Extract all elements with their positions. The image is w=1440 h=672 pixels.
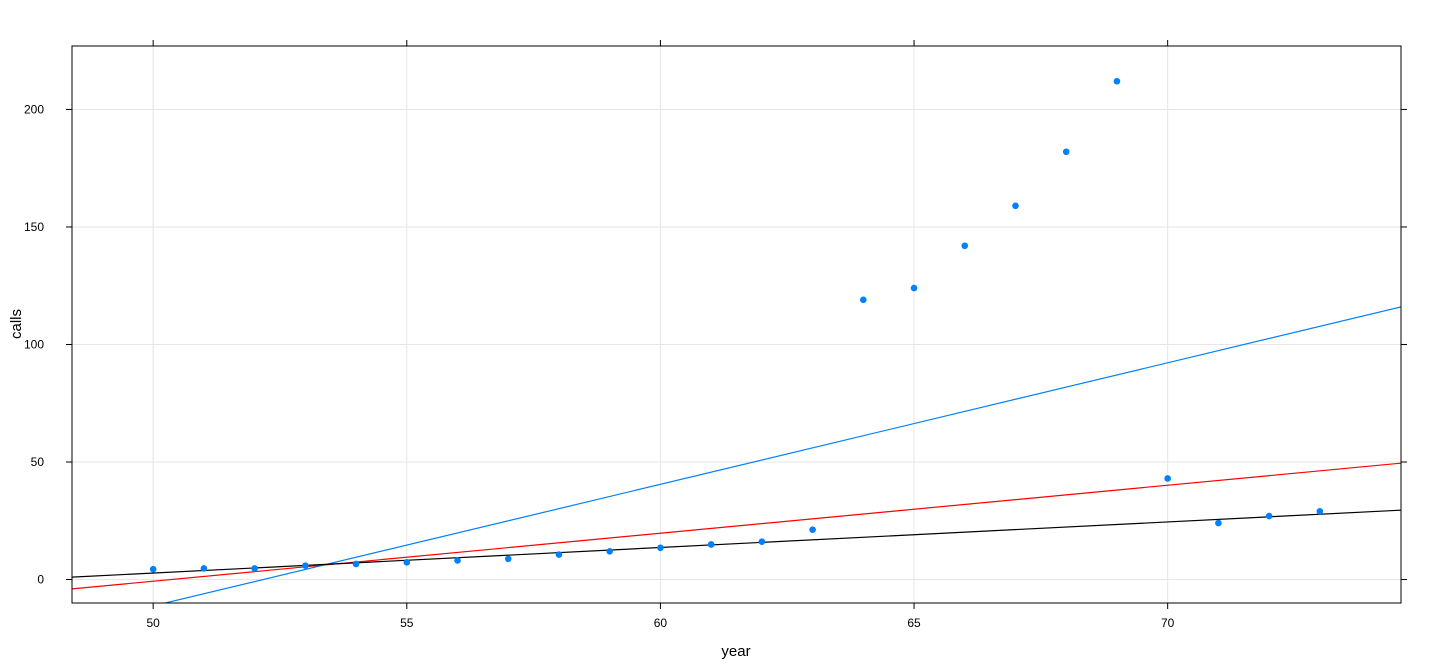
y-tick-label: 200 (24, 102, 44, 116)
y-tick-label: 50 (31, 455, 45, 469)
fit-lines (72, 306, 1401, 603)
grid (72, 46, 1401, 603)
x-tick-label: 60 (654, 616, 668, 630)
x-tick-label: 65 (907, 616, 921, 630)
x-axis-label: year (721, 643, 750, 660)
plot-frame (71, 45, 1402, 604)
x-tick-label: 70 (1161, 616, 1175, 630)
y-tick-label: 0 (37, 572, 44, 586)
data-point (961, 242, 969, 250)
data-point (403, 559, 411, 566)
data-point (1265, 512, 1273, 520)
data-point (1164, 475, 1171, 482)
data-point (251, 565, 258, 572)
data-point (1113, 77, 1121, 85)
data-point (657, 544, 664, 552)
fit-line (72, 462, 1401, 590)
y-axis-label: calls (8, 309, 25, 339)
axis-ticks (66, 40, 1407, 609)
data-point (454, 557, 461, 564)
data-point (606, 547, 613, 555)
x-tick-label: 50 (146, 616, 160, 630)
data-point (200, 565, 208, 572)
data-point (1316, 508, 1324, 515)
data-point (860, 296, 867, 304)
data-point (809, 526, 816, 533)
data-point (302, 562, 309, 569)
tick-labels: 50 55 60 65 70 0 50 100 150 200 (24, 102, 1175, 630)
data-point (758, 538, 766, 545)
data-point (504, 555, 512, 563)
data-point (707, 541, 715, 548)
data-point (1062, 148, 1070, 156)
data-point (149, 565, 157, 573)
data-point (910, 284, 918, 292)
x-tick-label: 55 (400, 616, 414, 630)
y-tick-label: 100 (24, 337, 44, 351)
data-points (149, 77, 1324, 573)
data-point (352, 560, 360, 568)
fit-line (162, 306, 1401, 603)
data-point (1215, 519, 1222, 527)
fit-line (72, 509, 1401, 578)
data-point (555, 551, 563, 558)
data-point (1012, 202, 1019, 210)
y-tick-label: 150 (24, 220, 44, 234)
